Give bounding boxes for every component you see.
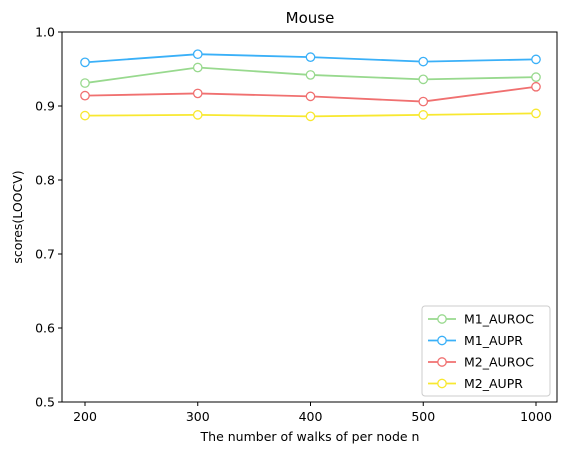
- data-point: [531, 54, 541, 65]
- data-point: [192, 62, 203, 73]
- x-axis: 200 300 400 500 1000: [73, 402, 552, 424]
- x-tick-label: 300: [186, 409, 210, 424]
- legend-label: M2_AUPR: [464, 376, 523, 391]
- chart-title: Mouse: [286, 9, 335, 27]
- legend-label: M1_AUROC: [464, 312, 534, 327]
- x-tick-label: 400: [299, 409, 323, 424]
- data-point: [531, 81, 541, 92]
- data-point: [80, 78, 90, 88]
- y-tick-label: 0.6: [35, 321, 55, 336]
- x-tick-label: 1000: [520, 409, 552, 424]
- legend-marker: [437, 378, 447, 389]
- legend-marker: [437, 357, 447, 367]
- series-layer: [80, 49, 541, 122]
- data-point: [305, 91, 316, 102]
- legend-marker: [437, 314, 447, 324]
- y-axis: 0.5 0.6 0.7 0.8 0.9 1.0: [35, 25, 62, 410]
- legend-box: [421, 305, 551, 397]
- x-axis-label: The number of walks of per node n: [200, 429, 420, 444]
- x-tick-label: 200: [73, 409, 97, 424]
- y-tick-label: 0.9: [35, 99, 55, 114]
- y-tick-label: 1.0: [35, 25, 55, 40]
- data-point: [80, 110, 90, 121]
- x-tick-label: 500: [411, 409, 435, 424]
- data-point: [305, 111, 316, 122]
- y-tick-label: 0.7: [35, 247, 55, 262]
- data-point: [418, 56, 429, 67]
- y-tick-label: 0.5: [35, 395, 55, 410]
- y-tick-label: 0.8: [35, 173, 55, 188]
- data-point: [305, 52, 316, 63]
- legend-label: M2_AUROC: [464, 355, 534, 370]
- legend-marker: [437, 335, 447, 346]
- legend: M1_AUROC M1_AUPR M2_AUROC M2_AUPR: [421, 305, 551, 397]
- plot-area: [61, 31, 558, 403]
- data-point: [80, 90, 90, 101]
- data-point: [305, 70, 316, 80]
- data-point: [418, 110, 429, 120]
- data-point: [192, 88, 203, 99]
- data-point: [531, 108, 541, 119]
- data-point: [192, 49, 203, 60]
- data-point: [192, 110, 203, 120]
- data-point: [418, 96, 429, 107]
- y-axis-label: scores(LOOCV): [10, 170, 25, 263]
- data-point: [418, 74, 429, 85]
- data-point: [80, 57, 90, 68]
- legend-label: M1_AUPR: [464, 333, 523, 348]
- data-point: [531, 72, 541, 82]
